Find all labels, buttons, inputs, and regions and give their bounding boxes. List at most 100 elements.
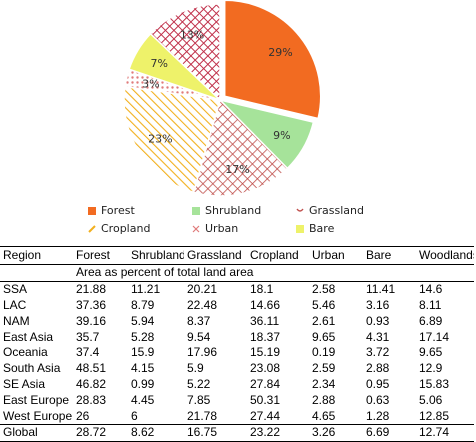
column-header: Bare	[363, 246, 416, 265]
table-cell: 5.46	[312, 297, 336, 312]
table-cell: 2.88	[312, 392, 336, 407]
slice-percent-label: 3%	[142, 78, 159, 91]
table-cell: 4.31	[366, 329, 390, 344]
table-cell: 0.93	[366, 313, 390, 328]
table-cell: 7.85	[187, 392, 211, 407]
table-row: Oceania 37.4 15.9 17.96 15.19 0.19 3.72 9.65	[0, 345, 474, 361]
table-cell: 35.7	[76, 329, 100, 344]
table-cell: 12.85	[419, 408, 450, 423]
row-region: LAC	[3, 297, 27, 312]
slice-percent-label: 23%	[148, 133, 172, 146]
row-region: Global	[0, 423, 73, 442]
row-region: NAM	[3, 313, 30, 328]
table-cell: 5.94	[131, 313, 155, 328]
legend-label-urban: Urban	[205, 222, 239, 235]
row-region: West Europe	[3, 408, 73, 423]
table-cell: 21.88	[76, 282, 107, 297]
table-cell: 4.45	[131, 392, 155, 407]
table-cell: 3.72	[366, 345, 390, 360]
table-row: South Asia 48.51 4.15 5.9 23.08 2.59 2.88 12.9	[0, 361, 474, 377]
table-cell: 27.84	[250, 376, 281, 391]
column-header: Urban	[309, 246, 363, 265]
table-cell: 48.51	[76, 361, 107, 376]
row-region: East Asia	[3, 329, 54, 344]
table-cell: 8.37	[187, 313, 211, 328]
row-region: SE Asia	[3, 376, 46, 391]
legend-item-urban: Urban	[192, 222, 238, 235]
table-cell: 36.11	[250, 313, 280, 328]
legend-item-forest: Forest	[88, 204, 135, 217]
legend-item-shrubland: Shrubland	[192, 204, 261, 217]
row-region: South Asia	[3, 361, 61, 376]
table-cell: 28.72	[73, 423, 128, 442]
table-cell: 23.08	[250, 361, 281, 376]
slice-percent-label: 29%	[268, 46, 292, 59]
legend-item-cropland: Cropland	[88, 222, 150, 235]
table-cell: 5.22	[187, 376, 211, 391]
table-cell: 9.65	[312, 329, 336, 344]
slice-percent-label: 9%	[273, 129, 290, 142]
table-cell: 39.16	[76, 313, 107, 328]
table-cell: 28.83	[76, 392, 107, 407]
legend-swatch-bare	[296, 224, 304, 233]
table-cell: 2.59	[312, 361, 336, 376]
legend-label-shrubland: Shrubland	[205, 204, 262, 217]
legend-label-cropland: Cropland	[101, 222, 151, 235]
table-cell: 2.88	[366, 361, 390, 376]
table-cell: 46.82	[76, 376, 107, 391]
column-header: Grassland	[184, 246, 247, 265]
table-cell: 9.54	[187, 329, 211, 344]
table-row: SSA 21.88 11.21 20.21 18.1 2.58 11.41 14.6	[0, 281, 474, 297]
table-cell: 15.83	[419, 376, 450, 391]
pie-svg: 29% 9% 17% 23% 3% 7% 13%	[123, 0, 322, 197]
table-cell: 16.75	[184, 423, 247, 442]
table-cell: 1.28	[366, 408, 390, 423]
table-cell: 2.34	[312, 376, 336, 391]
row-region: East Europe	[3, 392, 70, 407]
table-subheader-row: Area as percent of total land area	[0, 264, 474, 282]
legend-label-forest: Forest	[101, 204, 135, 217]
table-cell: 18.37	[250, 329, 281, 344]
table-cell: 0.99	[131, 376, 155, 391]
table-cell: 18.1	[250, 282, 274, 297]
pie-slice	[123, 85, 221, 194]
legend-item-grassland: Grassland	[296, 204, 364, 217]
legend-swatch-forest	[88, 206, 96, 215]
table-cell: 6.69	[363, 423, 416, 442]
pie-labels: 29% 9% 17% 23% 3% 7% 13%	[142, 29, 293, 176]
table-row: LAC 37.36 8.79 22.48 14.66 5.46 3.16 8.11	[0, 298, 474, 314]
table-total-row: Global 28.72 8.62 16.75 23.22 3.26 6.69 12.74	[0, 423, 474, 442]
table-cell: 3.26	[309, 423, 363, 442]
table-cell: 11.21	[131, 282, 161, 297]
table-cell: 17.96	[187, 345, 218, 360]
legend-swatch-shrubland	[192, 206, 200, 215]
table-cell: 4.65	[312, 408, 336, 423]
table-cell: 9.65	[419, 345, 443, 360]
pie-slice	[192, 98, 289, 197]
table-cell: 12.9	[419, 361, 443, 376]
table-cell: 6.89	[419, 313, 443, 328]
table-cell: 2.58	[312, 282, 336, 297]
table-cell: 5.9	[187, 361, 204, 376]
legend-swatch-cropland	[88, 224, 96, 233]
table-cell: 27.44	[250, 408, 281, 423]
column-header: Cropland	[247, 246, 309, 265]
pie-slice	[223, 0, 322, 120]
table-row: East Asia 35.7 5.28 9.54 18.37 9.65 4.31 17.14	[0, 329, 474, 345]
table-cell: 14.66	[250, 297, 281, 312]
table-cell: 0.63	[366, 392, 390, 407]
table-cell: 37.36	[76, 297, 107, 312]
column-header: Shrubland	[128, 246, 184, 265]
legend-item-bare: Bare	[296, 222, 334, 235]
table-cell: 14.6	[419, 282, 443, 297]
table-cell: 17.14	[419, 329, 450, 344]
pie-chart: 29% 9% 17% 23% 3% 7% 13%	[0, 0, 476, 200]
data-table: Region Forest Shrubland Grassland Cropla…	[0, 246, 474, 442]
table-cell: 3.16	[366, 297, 390, 312]
table-row: NAM 39.16 5.94 8.37 36.11 2.61 0.93 6.89	[0, 313, 474, 329]
table-row: East Europe 28.83 4.45 7.85 50.31 2.88 0.63 5.0…	[0, 392, 474, 408]
table-cell: 6	[131, 408, 138, 423]
table-cell: 0.19	[312, 345, 336, 360]
table-header-row: Region Forest Shrubland Grassland Cropla…	[0, 246, 474, 265]
table-cell: 5.28	[131, 329, 155, 344]
